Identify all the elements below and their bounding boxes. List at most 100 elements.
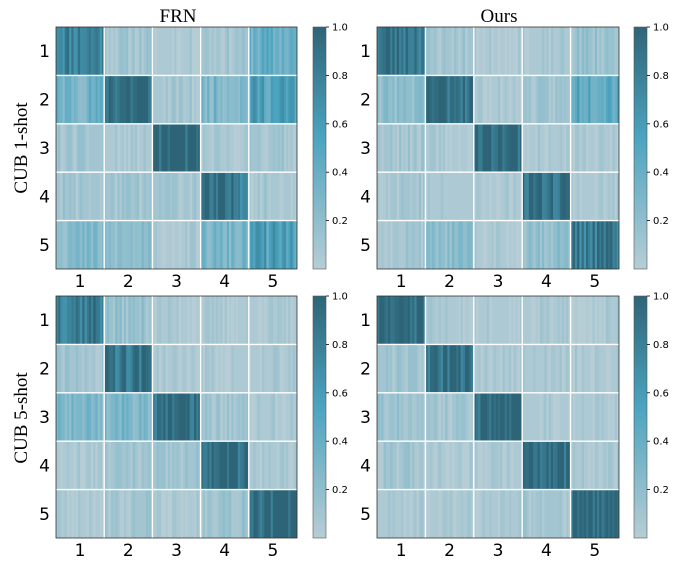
heatmap-cell [56, 441, 105, 490]
y-tick-label: 4 [39, 187, 50, 207]
colorbar-tick-label: 0.4 [653, 437, 669, 448]
heatmap-cell [200, 489, 249, 538]
heatmap-frame [376, 26, 620, 270]
heatmap-cell [56, 172, 105, 221]
heatmap-cell [473, 296, 523, 345]
x-tick-label: 5 [267, 272, 278, 292]
heatmap-cell [473, 489, 523, 538]
x-tick-label: 2 [444, 272, 455, 292]
colorbar-tick-label: 0.6 [332, 119, 348, 130]
heatmap-cell [473, 392, 523, 442]
heatmap-cell [200, 220, 249, 269]
heatmap-cell [248, 172, 298, 221]
heatmap-cell [56, 220, 105, 269]
colorbar-tick-label: 0.2 [332, 485, 348, 496]
x-tick-label: 4 [219, 272, 230, 292]
colorbar: 0.2 0.4 0.6 0.8 1.0 [312, 23, 348, 270]
colorbar-tick-label: 0.6 [653, 388, 669, 399]
heatmap-cell [473, 172, 523, 221]
heatmap-cell [248, 27, 297, 76]
heatmap-cell [377, 441, 426, 490]
heatmap-cell [425, 220, 474, 269]
heatmap-cell [200, 344, 249, 393]
heatmap-panel-1: 1 1 2 2 3 3 4 4 5 5 0.2 0.4 0.6 0.8 1.0 [39, 23, 348, 293]
heatmap-cell [56, 489, 105, 538]
heatmap-frame [55, 295, 298, 539]
heatmap-cell [570, 172, 620, 221]
column-title-frn: FRN [160, 6, 197, 27]
row-label-cub-1-shot: CUB 1-shot [11, 102, 32, 194]
x-tick-label: 3 [493, 541, 504, 561]
y-tick-label: 4 [360, 187, 371, 207]
heatmap-cell [200, 296, 249, 345]
colorbar-gradient [633, 26, 648, 270]
colorbar-tick-label: 1.0 [332, 292, 348, 303]
heatmap-cell [522, 296, 571, 345]
heatmap-cell [425, 296, 474, 345]
heatmap-cell [570, 27, 620, 76]
heatmap-cell [425, 75, 474, 124]
x-tick-label: 4 [219, 541, 230, 561]
heatmap-cell [152, 75, 201, 124]
heatmap-cell [522, 441, 571, 490]
colorbar-tick-label: 0.2 [332, 216, 348, 227]
heatmap-cell [152, 172, 201, 221]
heatmap-cell [152, 27, 201, 76]
heatmap-cell [200, 172, 249, 221]
colorbar-tick-label: 0.8 [653, 340, 669, 351]
heatmap-cell [56, 392, 105, 442]
heatmap-cell [248, 296, 297, 345]
y-tick-label: 2 [39, 360, 50, 380]
colorbar-tick-label: 0.4 [332, 168, 348, 179]
colorbar: 0.2 0.4 0.6 0.8 1.0 [312, 292, 348, 539]
x-tick-label: 5 [589, 272, 600, 292]
column-title-ours: Ours [481, 6, 518, 27]
heatmap-cell [522, 123, 571, 173]
heatmap-cell [248, 220, 298, 269]
heatmap-cell [152, 441, 201, 490]
colorbar-tick-label: 0.4 [332, 437, 348, 448]
y-tick-label: 3 [360, 408, 371, 428]
colorbar-tick-label: 0.6 [332, 388, 348, 399]
heatmap-cell [473, 344, 523, 393]
colorbar-tick-label: 1.0 [653, 292, 669, 303]
heatmap-cell [522, 27, 571, 76]
colorbar-tick-label: 0.4 [653, 168, 669, 179]
heatmap-cell [425, 441, 474, 490]
heatmap-cell [377, 123, 426, 173]
heatmap-cell [522, 75, 571, 124]
colorbar-tick-label: 0.6 [653, 119, 669, 130]
x-tick-label: 1 [396, 272, 407, 292]
heatmap-cell [570, 75, 620, 124]
heatmap-cell [104, 220, 153, 269]
heatmap-cell [248, 489, 298, 538]
y-tick-label: 1 [39, 311, 50, 331]
x-tick-label: 5 [267, 541, 278, 561]
heatmap-cell [377, 27, 426, 76]
colorbar-tick-label: 1.0 [653, 23, 669, 34]
heatmap-cell [473, 441, 523, 490]
heatmap-cell [152, 392, 201, 442]
heatmap-cell [425, 172, 474, 221]
heatmap-cell [425, 344, 474, 393]
heatmap-cell [570, 220, 620, 269]
colorbar-tick-label: 0.8 [653, 71, 669, 82]
heatmap-cell [425, 27, 474, 76]
heatmap-cell [425, 123, 474, 173]
heatmap-cell [56, 123, 105, 173]
heatmap-cell [377, 172, 426, 221]
x-tick-label: 3 [171, 541, 182, 561]
heatmap-cell [152, 489, 201, 538]
heatmap-cell [377, 296, 426, 345]
colorbar-tick-label: 0.8 [332, 71, 348, 82]
x-tick-label: 5 [589, 541, 600, 561]
heatmap-cell [473, 123, 523, 173]
heatmap-cell [377, 220, 426, 269]
colorbar-tick-label: 0.2 [653, 485, 669, 496]
y-tick-label: 4 [39, 456, 50, 476]
heatmap-cell [570, 489, 620, 538]
heatmap-cell [104, 123, 153, 173]
heatmap-cell [56, 27, 105, 76]
x-tick-label: 1 [396, 541, 407, 561]
heatmap-cell [152, 344, 201, 393]
